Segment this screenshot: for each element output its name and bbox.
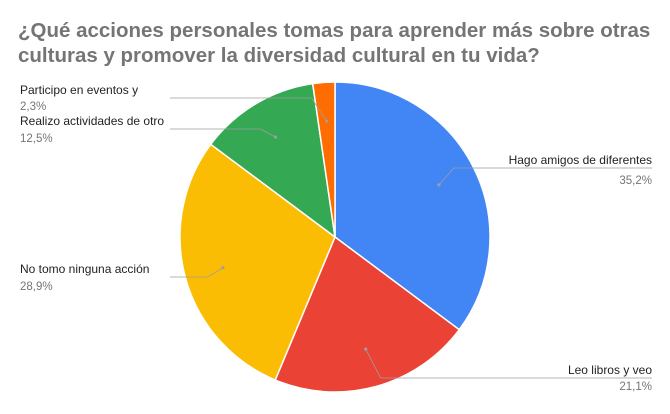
pie-slice-5[interactable] — [311, 81, 336, 238]
slice-label-1: Hago amigos de diferentes — [509, 153, 652, 167]
leader-line-5 — [170, 97, 327, 122]
slice-value-4: 12,5% — [20, 133, 53, 145]
leader-dot-3 — [221, 266, 225, 270]
leader-line-2 — [365, 348, 652, 379]
leader-line-3 — [170, 267, 224, 278]
slice-label-4: Realizo actividades de otro — [20, 114, 164, 128]
leader-line-4 — [170, 128, 276, 138]
leader-dot-5 — [325, 119, 329, 123]
slice-value-5: 2,3% — [20, 101, 46, 113]
slice-label-2: Leo libros y veo — [568, 363, 652, 377]
pie-slice-1[interactable] — [334, 81, 491, 331]
pie-slice-4[interactable] — [209, 82, 337, 239]
chart-title: ¿Qué acciones personales tomas para apre… — [18, 19, 651, 67]
pie-slice-2[interactable] — [274, 235, 461, 393]
slice-label-3: No tomo ninguna acción — [20, 262, 149, 276]
leader-dot-1 — [437, 183, 441, 187]
slice-value-1: 35,2% — [619, 175, 652, 187]
leader-dot-4 — [273, 135, 278, 139]
slice-value-2: 21,1% — [619, 381, 652, 393]
slice-label-5: Participo en eventos y — [20, 83, 138, 97]
slice-value-3: 28,9% — [20, 281, 53, 293]
leader-line-1 — [438, 167, 652, 186]
pie-slice-3[interactable] — [179, 143, 336, 381]
leader-dot-2 — [364, 347, 368, 351]
